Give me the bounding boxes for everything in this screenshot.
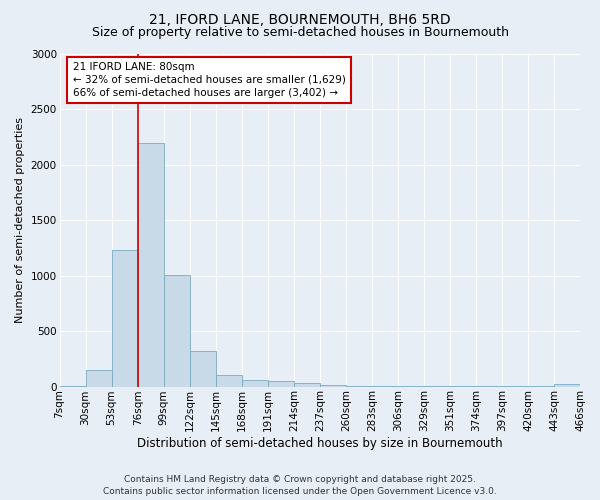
Bar [294, 382, 320, 386]
Bar [242, 380, 268, 386]
Bar [268, 381, 294, 386]
Bar [190, 351, 216, 386]
Bar [216, 376, 242, 386]
X-axis label: Distribution of semi-detached houses by size in Bournemouth: Distribution of semi-detached houses by … [137, 437, 503, 450]
Bar [164, 274, 190, 386]
Bar [554, 384, 580, 386]
Text: 21 IFORD LANE: 80sqm
← 32% of semi-detached houses are smaller (1,629)
66% of se: 21 IFORD LANE: 80sqm ← 32% of semi-detac… [73, 62, 346, 98]
Bar [137, 142, 164, 386]
Text: 21, IFORD LANE, BOURNEMOUTH, BH6 5RD: 21, IFORD LANE, BOURNEMOUTH, BH6 5RD [149, 12, 451, 26]
Bar [86, 370, 112, 386]
Text: Contains HM Land Registry data © Crown copyright and database right 2025.
Contai: Contains HM Land Registry data © Crown c… [103, 475, 497, 496]
Bar [112, 250, 137, 386]
Y-axis label: Number of semi-detached properties: Number of semi-detached properties [15, 118, 25, 324]
Text: Size of property relative to semi-detached houses in Bournemouth: Size of property relative to semi-detach… [91, 26, 509, 39]
